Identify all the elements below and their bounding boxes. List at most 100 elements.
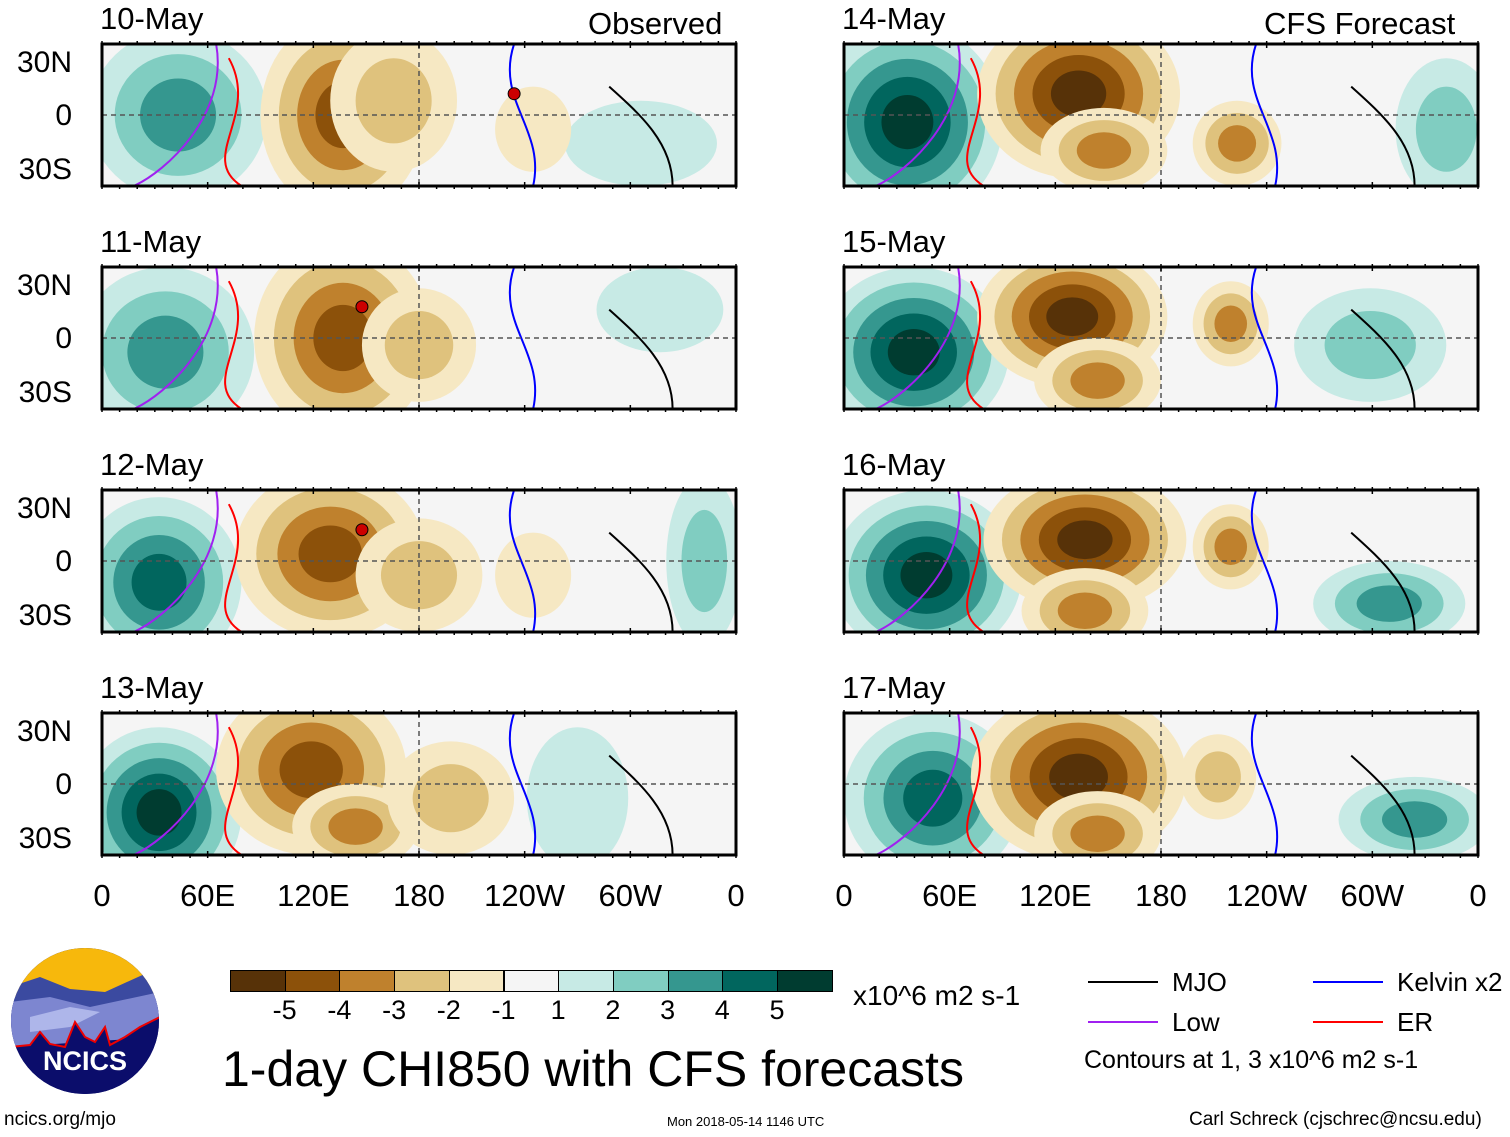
colorbar-tick-label: -1 (491, 995, 516, 1025)
colorbar-tick-label: -4 (327, 995, 352, 1025)
er-contour (224, 57, 243, 186)
anomaly-contour-fill (313, 304, 373, 372)
tropical-cyclone-icon (355, 300, 369, 314)
colorbar-swatch (722, 970, 778, 992)
low-contour (133, 490, 219, 632)
lon-label: 120W (1226, 878, 1308, 913)
mjo-contour (1350, 85, 1416, 186)
mjo-contour (1350, 308, 1416, 409)
low-contour (875, 490, 961, 632)
legend-line-low (1088, 1021, 1158, 1023)
anomaly-contour-fill (1070, 362, 1125, 399)
low-contour (133, 713, 219, 855)
anomaly-contour-fill (1324, 311, 1416, 380)
anomaly-contour-fill (596, 267, 724, 353)
colorbar-tick-label: -2 (436, 995, 461, 1025)
er-contour (224, 726, 243, 855)
lon-label: 60E (922, 878, 978, 913)
map-panel-forecast-0 (842, 41, 1480, 189)
footer-url[interactable]: ncics.org/mjo (4, 1109, 116, 1130)
anomaly-contour-fill (887, 328, 940, 376)
mjo-contour (608, 308, 674, 409)
panel-date: 17-May (842, 670, 946, 705)
map-panel-observed-3 (100, 710, 738, 858)
map-panel-observed-0 (100, 41, 738, 189)
lat-label: 30S (18, 153, 72, 186)
colorbar-swatch (230, 970, 286, 992)
anomaly-contour-fill (328, 808, 383, 845)
low-contour (875, 44, 961, 186)
lat-label: 30S (18, 599, 72, 632)
lon-label: 0 (835, 878, 853, 913)
lat-label: 30N (16, 46, 72, 79)
mjo-contour (1350, 531, 1416, 632)
mjo-contour (608, 531, 674, 632)
colorbar-swatch (612, 970, 669, 992)
anomaly-contour-fill (1214, 305, 1248, 343)
anomaly-contour-fill (127, 315, 204, 389)
colorbar-swatch (667, 970, 724, 992)
anomaly-contour-fill (1070, 815, 1125, 852)
anomaly-contour-fill (681, 509, 728, 613)
panel-date: 13-May (100, 670, 204, 705)
anomaly-contour-fill (384, 311, 454, 380)
anomaly-contour-fill (355, 58, 432, 144)
lat-label: 0 (55, 768, 72, 801)
lat-label: 30S (18, 822, 72, 855)
colorbar-tick-label: 5 (769, 995, 785, 1025)
legend-line-mjo (1088, 981, 1158, 983)
anomaly-contour-fill (564, 100, 717, 186)
er-contour (966, 57, 985, 186)
kelvin-contour (1250, 490, 1279, 632)
panel-date: 15-May (842, 224, 946, 259)
legend-line-kelvin-x2 (1313, 981, 1383, 983)
colorbar-swatch (503, 970, 560, 992)
low-contour (133, 44, 219, 186)
anomaly-contour-fill (495, 532, 572, 618)
kelvin-contour (1250, 44, 1279, 186)
anomaly-contour-fill (1049, 753, 1108, 801)
anomaly-contour-fill (903, 769, 963, 827)
lon-label: 0 (727, 878, 745, 913)
colorbar-tick-label: -3 (382, 995, 407, 1025)
low-contour (133, 267, 219, 409)
forecast-header: CFS Forecast (1264, 6, 1456, 41)
lon-label: 180 (393, 878, 445, 913)
lat-label: 0 (55, 322, 72, 355)
anomaly-contour-fill (1381, 801, 1448, 838)
er-contour (966, 726, 985, 855)
footer-credit: Carl Schreck (cjschrec@ncsu.edu) (1189, 1109, 1482, 1130)
colorbar-tick-label: -5 (272, 995, 297, 1025)
chart-title: 1-day CHI850 with CFS forecasts (222, 1041, 964, 1097)
lon-label: 60E (180, 878, 236, 913)
colorbar-swatch (558, 970, 614, 992)
anomaly-contour-fill (1046, 297, 1099, 337)
map-panel-forecast-2 (842, 487, 1480, 635)
legend-label: Kelvin x2 (1397, 967, 1503, 997)
lon-label: 60W (1340, 878, 1405, 913)
kelvin-contour (508, 713, 537, 855)
anomaly-contour-fill (881, 94, 934, 150)
anomaly-contour-fill (526, 727, 629, 855)
low-contour (875, 267, 961, 409)
lon-label: 60W (598, 878, 663, 913)
kelvin-contour (508, 490, 537, 632)
lat-label: 30N (16, 269, 72, 302)
anomaly-contour-fill (495, 86, 572, 172)
colorbar-tick-label: 2 (605, 995, 621, 1025)
lat-label: 0 (55, 545, 72, 578)
footer-timestamp: Mon 2018-05-14 1146 UTC (667, 1114, 825, 1129)
kelvin-contour (1250, 713, 1279, 855)
kelvin-contour (508, 44, 537, 186)
colorbar-swatch (777, 970, 833, 992)
map-panel-forecast-3 (842, 710, 1480, 858)
legend-label: Low (1172, 1007, 1220, 1037)
ncics-logo: NCICS (11, 948, 159, 1094)
colorbar-tick-label: 1 (550, 995, 566, 1025)
kelvin-contour (508, 267, 537, 409)
lon-label: 180 (1135, 878, 1187, 913)
map-panel-observed-2 (100, 487, 738, 635)
panel-date: 10-May (100, 1, 204, 36)
lon-label: 0 (1469, 878, 1487, 913)
